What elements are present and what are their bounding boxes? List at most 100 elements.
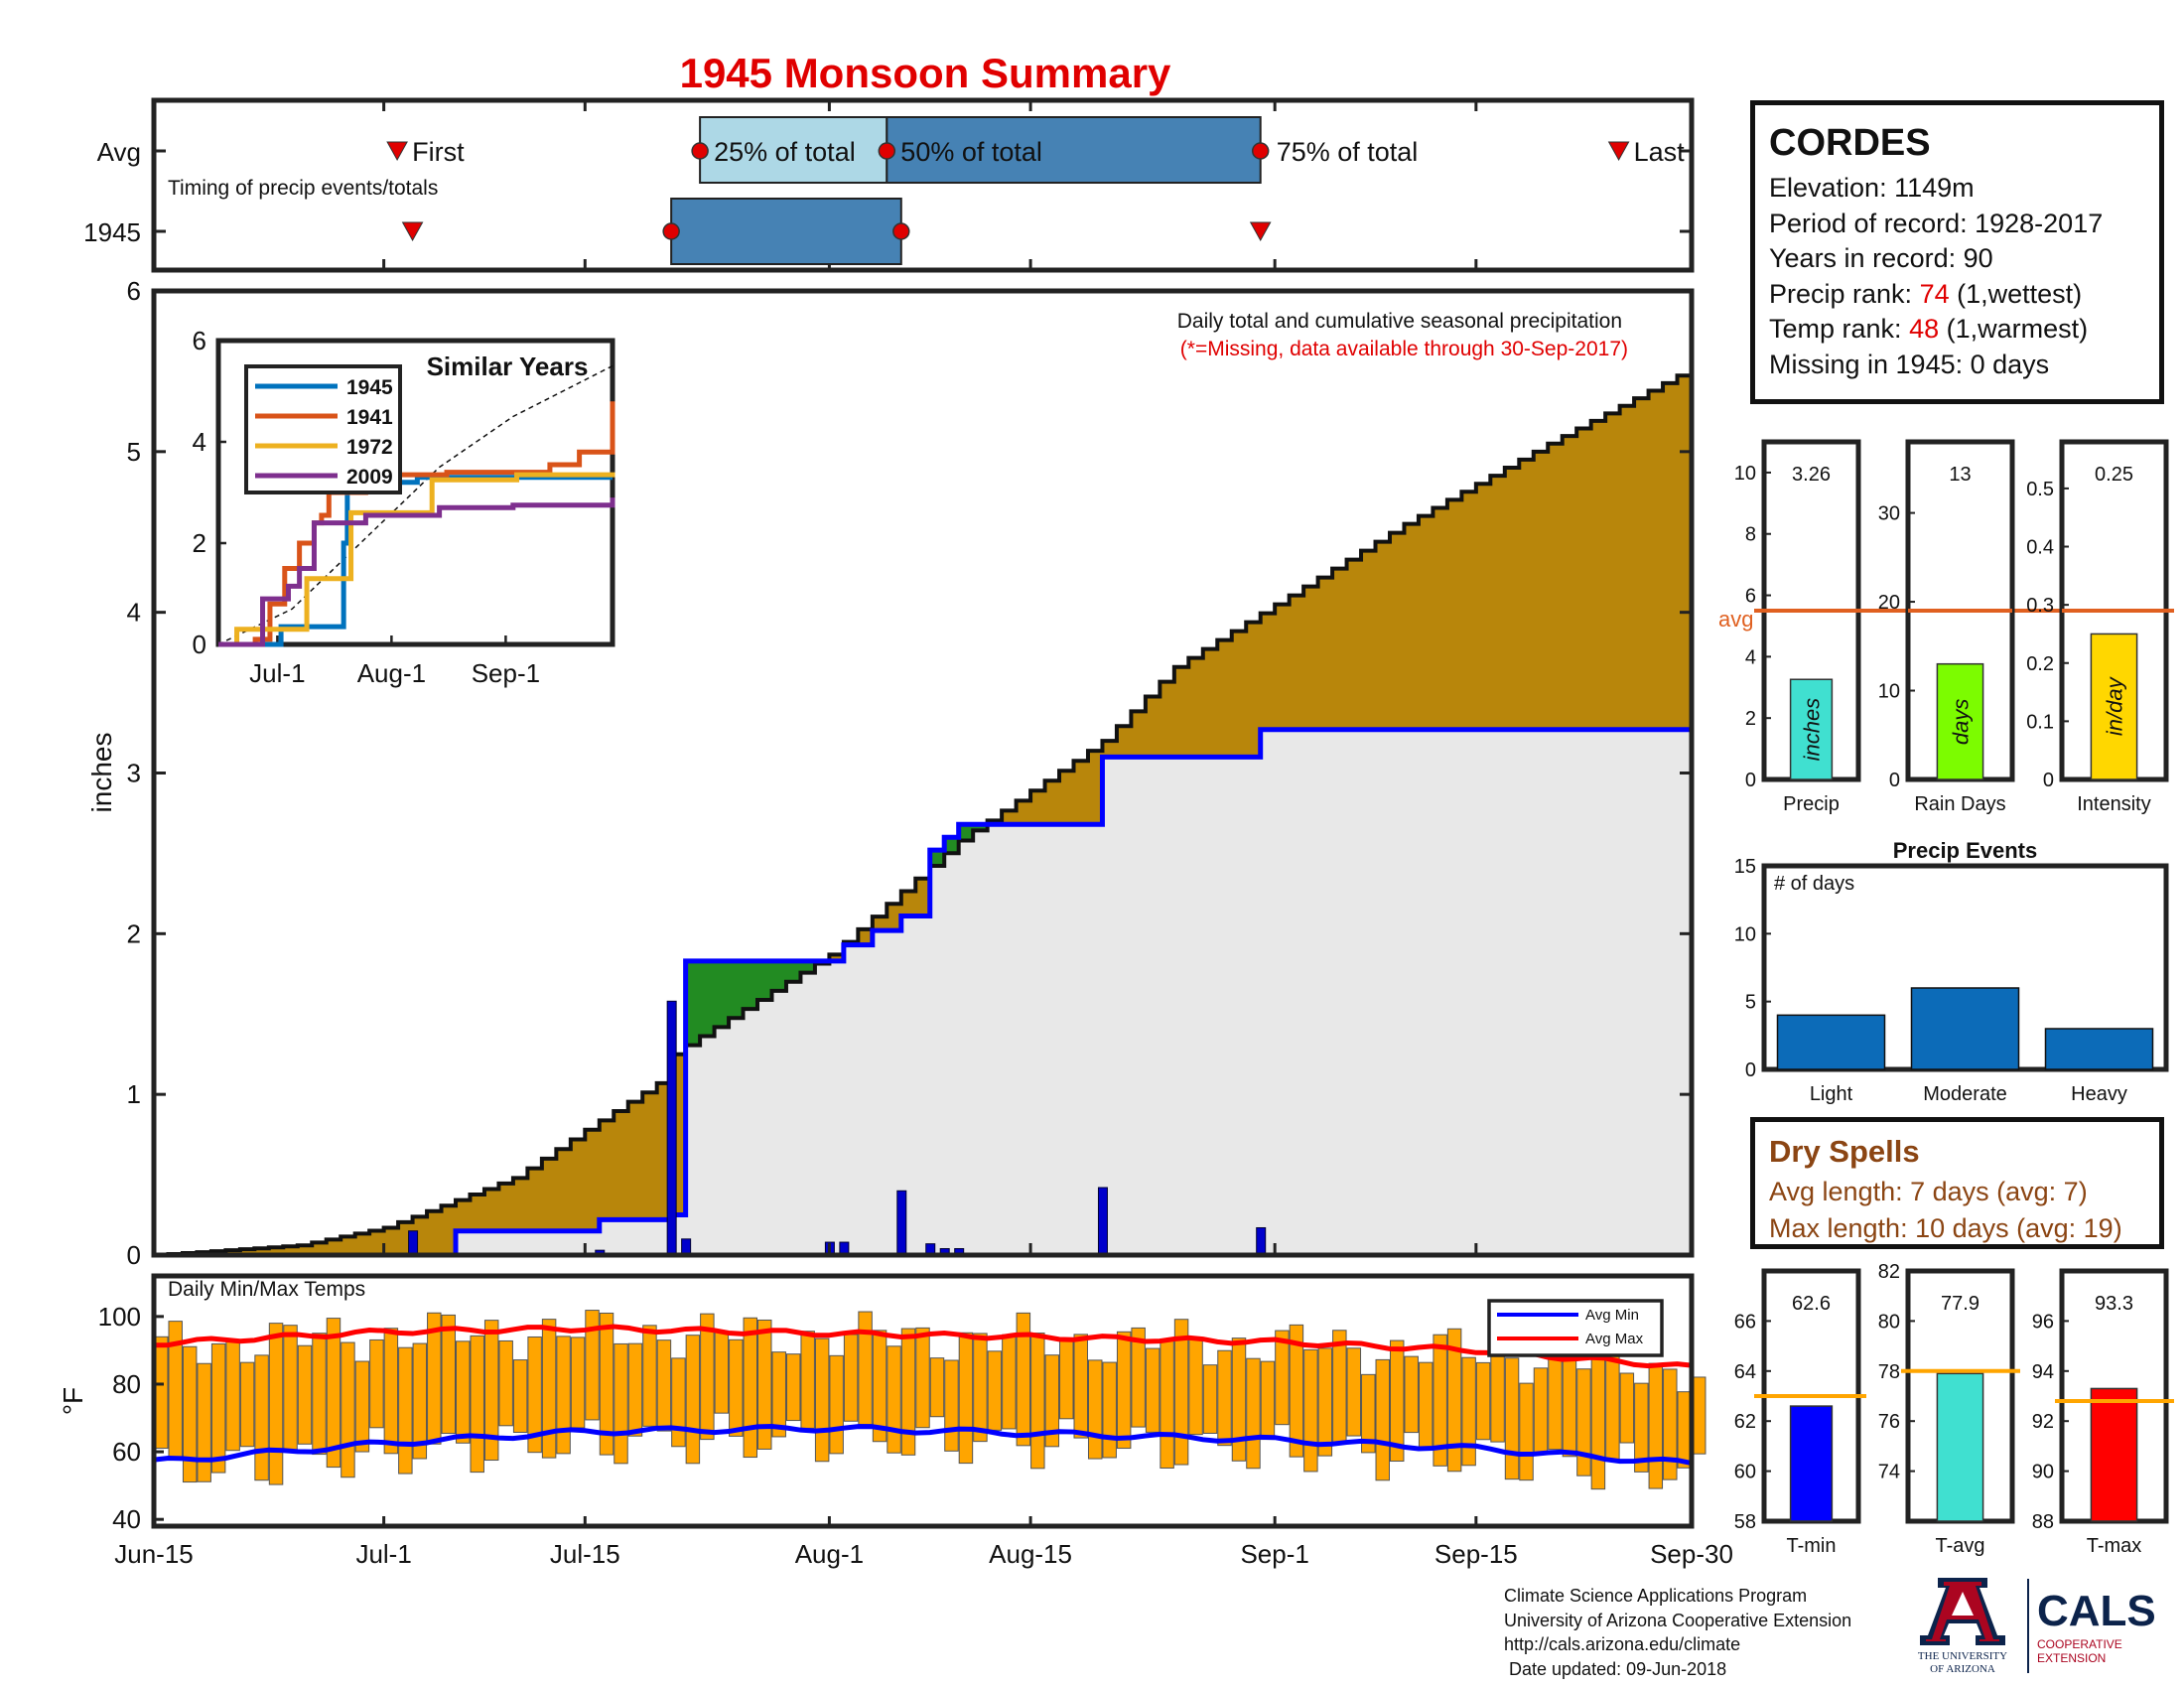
daily-temp-range-bar [527,1336,542,1454]
mini-y-tick-label: 78 [1878,1361,1900,1383]
events-bar [1776,1014,1886,1070]
station-elevation: Elevation: 1149m [1769,173,1975,203]
daily-temp-range-bar [1461,1356,1476,1467]
daily-temp-range-bar [1275,1330,1290,1426]
events-y-tick-label: 0 [1745,1059,1756,1081]
mini-y-tick-label: 0.1 [2026,711,2054,733]
inset-title: Similar Years [427,352,589,381]
daily-temp-range-bar [1131,1327,1146,1428]
inset-y-tick-label: 2 [193,528,206,558]
temp-panel-title: Daily Min/Max Temps [168,1278,365,1301]
timeline-q50-marker [878,142,896,160]
temp-x-tick-label: Sep-30 [1650,1539,1733,1569]
main-y-tick-label: 4 [127,598,141,628]
mini-y-tick-label: 82 [1878,1261,1900,1283]
inset-x-tick-label: Jul-1 [249,658,305,688]
daily-temp-range-bar [1562,1356,1577,1458]
timeline-1945-box [670,198,902,265]
dry-spells-max: Max length: 10 days (avg: 19) [1769,1213,2122,1243]
events-y-tick-label: 15 [1734,856,1756,878]
footer-line: Climate Science Applications Program [1504,1586,1808,1606]
daily-temp-range-bar [1692,1376,1706,1455]
daily-temp-range-bar [1677,1391,1692,1469]
main-y-tick-label: 6 [127,276,141,306]
daily-temp-range-bar [958,1332,974,1465]
temp-y-tick-label: 100 [98,1302,141,1332]
daily-precip-bar [666,1000,677,1256]
mini-category-label: T-max [2087,1535,2142,1557]
timeline-last-marker [1607,141,1630,162]
daily-temp-range-bar [1332,1330,1347,1445]
daily-temp-range-bar [1475,1361,1491,1441]
daily-temp-range-bar [1073,1334,1088,1439]
daily-temp-range-bar [1346,1347,1362,1437]
daily-temp-range-bar [1389,1339,1405,1463]
timeline-q75-marker [1251,142,1270,160]
daily-temp-range-bar [700,1313,715,1441]
daily-temp-range-bar [858,1311,873,1426]
mini-y-tick-label: 0.4 [2026,537,2054,559]
temp-legend-label: Avg Max [1585,1331,1644,1347]
daily-temp-range-bar [556,1336,571,1455]
mini-y-tick-label: 90 [2032,1462,2054,1483]
daily-temp-range-bar [1202,1364,1218,1434]
daily-temp-range-bar [814,1337,830,1463]
daily-temp-range-bar [915,1327,930,1429]
temp-x-tick-label: Jul-15 [550,1539,620,1569]
mini-y-tick-label: 58 [1734,1511,1756,1533]
inset-series-line [218,472,615,647]
daily-temp-range-bar [1246,1357,1261,1470]
daily-temp-range-bar [441,1314,457,1435]
mini-category-label: Intensity [2077,793,2150,815]
daily-temp-range-bar [1217,1349,1232,1447]
daily-temp-range-bar [627,1342,643,1437]
daily-temp-range-bar [944,1359,959,1452]
daily-temp-range-bar [225,1338,240,1452]
mini-y-tick-label: 88 [2032,1511,2054,1533]
events-y-tick-label: 10 [1734,923,1756,945]
inset-series-line [218,497,615,647]
timeline-1945-q75-marker [1249,221,1272,242]
daily-temp-range-bar [570,1336,586,1429]
daily-temp-range-bar [1663,1368,1678,1480]
station-name: CORDES [1769,122,1931,164]
mini-y-tick-label: 2 [1745,708,1756,730]
inset-series-line [218,401,615,647]
mini-y-tick-label: 20 [1878,592,1900,614]
daily-temp-range-bar [210,1342,226,1474]
daily-temp-range-bar [197,1362,211,1482]
events-y-label: # of days [1774,873,1854,895]
mini-y-tick-label: 0 [1745,770,1756,791]
daily-temp-range-bar [1375,1358,1390,1481]
inset-x-tick-label: Aug-1 [357,658,426,688]
inset-legend-label: 1972 [346,436,393,459]
daily-temp-range-bar [354,1360,370,1453]
daily-temp-range-bar [987,1350,1003,1431]
mini-y-tick-label: 0 [1889,770,1900,791]
daily-temp-range-bar [1260,1360,1276,1441]
temp-x-tick-label: Aug-1 [795,1539,864,1569]
mini-y-tick-label: 64 [1734,1361,1756,1383]
daily-temp-range-bar [1634,1382,1649,1473]
events-category-label: Light [1810,1083,1853,1105]
station-missing: Missing in 1945: 0 days [1769,349,2050,379]
daily-temp-range-bar [1145,1347,1160,1433]
daily-temp-range-bar [1590,1345,1606,1490]
mini-bar-label: days [1949,699,1974,745]
daily-temp-range-bar [800,1331,815,1429]
station-temp-rank: Temp rank: 48 (1,warmest) [1769,314,2089,344]
daily-temp-range-bar [1576,1368,1591,1477]
daily-temp-range-bar [743,1317,758,1459]
daily-temp-range-bar [182,1345,198,1483]
dry-spells-title: Dry Spells [1769,1134,1920,1169]
temp-plot-frame [151,1273,1695,1529]
daily-temp-range-bar [599,1312,614,1456]
daily-temp-range-bar [757,1319,772,1450]
temp-y-tick-label: 80 [112,1369,141,1399]
timeline-row-label: 1945 [83,217,141,247]
temp-legend-label: Avg Min [1585,1307,1639,1324]
daily-temp-range-bar [512,1359,528,1434]
daily-temp-range-bar [1102,1361,1117,1459]
mini-y-tick-label: 6 [1745,586,1756,608]
daily-temp-range-bar [872,1330,887,1443]
